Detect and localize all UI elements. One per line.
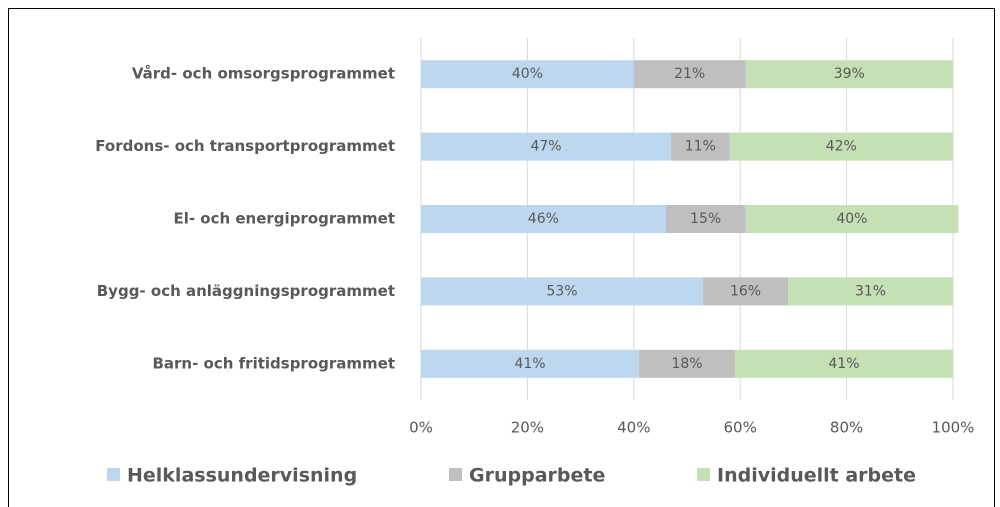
bar-segment bbox=[671, 132, 730, 161]
bar-segment bbox=[665, 205, 746, 233]
legend-swatch bbox=[107, 468, 120, 481]
legend-label: Individuellt arbete bbox=[717, 465, 916, 487]
data-label: 53% bbox=[546, 283, 577, 299]
x-tick-label: 40% bbox=[617, 419, 650, 437]
bar-segment bbox=[421, 60, 634, 89]
bar-segment bbox=[421, 277, 703, 306]
bar-segment bbox=[421, 349, 640, 378]
legend-label: Helklassundervisning bbox=[127, 465, 357, 487]
x-tick-label: 0% bbox=[409, 419, 433, 437]
data-label: 41% bbox=[828, 356, 859, 372]
legend-swatch bbox=[697, 468, 710, 481]
y-tick-label: Bygg- och anläggningsprogrammet bbox=[97, 282, 395, 300]
bar-segment bbox=[745, 60, 953, 89]
data-label: 21% bbox=[674, 66, 705, 82]
data-label: 46% bbox=[528, 211, 559, 227]
chart-frame bbox=[8, 8, 995, 507]
y-tick-label: Fordons- och transportprogrammet bbox=[95, 137, 395, 155]
bar-segment bbox=[421, 132, 672, 161]
bar-segment bbox=[633, 60, 746, 89]
x-tick-label: 80% bbox=[830, 419, 863, 437]
bar-segment bbox=[729, 132, 953, 161]
x-tick-label: 100% bbox=[932, 419, 975, 437]
data-label: 15% bbox=[690, 211, 721, 227]
bar-segment bbox=[702, 277, 789, 306]
y-tick-label: El- och energiprogrammet bbox=[173, 210, 395, 228]
legend-swatch bbox=[449, 468, 462, 481]
data-label: 42% bbox=[826, 139, 857, 155]
y-tick-label: Barn- och fritidsprogrammet bbox=[152, 354, 395, 372]
y-tick-label: Vård- och omsorgsprogrammet bbox=[132, 65, 395, 83]
data-label: 16% bbox=[730, 283, 761, 299]
data-label: 39% bbox=[834, 66, 865, 82]
data-label: 40% bbox=[512, 66, 543, 82]
legend-label: Grupparbete bbox=[469, 465, 605, 487]
bar-segment bbox=[639, 349, 735, 378]
data-label: 47% bbox=[530, 139, 561, 155]
data-label: 18% bbox=[671, 356, 702, 372]
data-label: 40% bbox=[836, 211, 867, 227]
bar-segment bbox=[745, 205, 959, 233]
bar-segment bbox=[421, 205, 666, 233]
data-label: 31% bbox=[855, 283, 886, 299]
x-tick-label: 20% bbox=[511, 419, 544, 437]
bar-segment bbox=[788, 277, 953, 306]
x-tick-label: 60% bbox=[724, 419, 757, 437]
bar-segment bbox=[734, 349, 953, 378]
data-label: 41% bbox=[514, 356, 545, 372]
data-label: 11% bbox=[685, 139, 716, 155]
